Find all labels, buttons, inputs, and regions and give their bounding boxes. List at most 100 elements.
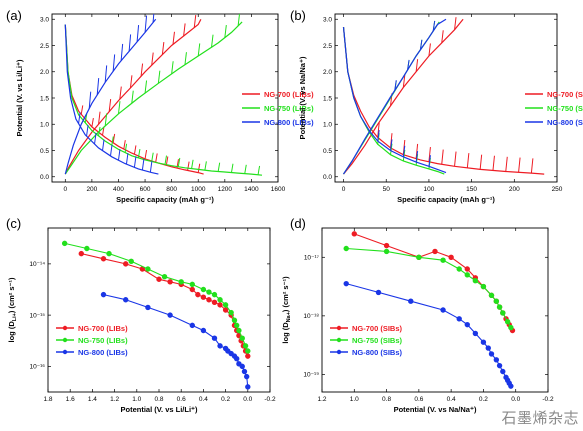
relaxation-spike xyxy=(197,163,201,173)
data-point xyxy=(217,297,223,303)
x-tick-label: 1.0 xyxy=(350,396,359,403)
y-tick-label: 2.5 xyxy=(323,43,332,50)
x-tick-label: 1.2 xyxy=(110,396,119,403)
relaxation-spike xyxy=(144,80,148,94)
series-line xyxy=(346,247,512,328)
relaxation-spike xyxy=(91,117,94,127)
relaxation-spike xyxy=(390,139,393,151)
relaxation-spike xyxy=(86,124,89,137)
y-tick-label: 2.5 xyxy=(40,43,49,50)
data-point xyxy=(236,327,242,334)
data-point xyxy=(106,250,112,257)
relaxation-spike xyxy=(428,43,431,57)
relaxation-spike xyxy=(419,39,423,50)
data-point xyxy=(245,384,251,390)
relaxation-spike xyxy=(415,59,419,72)
data-point xyxy=(456,266,462,272)
data-point xyxy=(234,322,240,329)
x-tick-label: 1.0 xyxy=(132,396,141,403)
data-point xyxy=(472,330,479,337)
data-point xyxy=(222,302,229,308)
legend-entry: NG-700 (SIBs) xyxy=(525,90,583,99)
x-tick-label: 400 xyxy=(113,186,124,193)
legend-entry: NG-700 (SIBs) xyxy=(330,324,403,333)
y-axis-title: Potential (V. vs Li/Li⁺) xyxy=(15,59,24,137)
relaxation-spike xyxy=(183,23,186,37)
legend-label: NG-800 (SIBs) xyxy=(547,118,583,127)
data-point xyxy=(496,304,503,310)
data-point xyxy=(245,353,251,359)
y-tick-label: 10⁻¹⁵ xyxy=(29,312,45,319)
chart-panel-c: 1.8 1.6 1.4 1.2 1.0 0.8 0.6 0.4 0.2 0.0 -0.2 10⁻¹⁴ 1… xyxy=(6,216,276,414)
legend-label: NG-800 (LIBs) xyxy=(264,118,314,127)
data-point xyxy=(504,319,511,325)
relaxation-spike xyxy=(394,80,397,91)
x-tick-label: 100 xyxy=(423,186,434,193)
data-point xyxy=(156,276,162,282)
relaxation-spike xyxy=(197,43,201,57)
data-point xyxy=(200,327,207,334)
data-point xyxy=(217,302,223,308)
data-point xyxy=(464,266,470,272)
legend-label: NG-700 (LIBs) xyxy=(264,90,314,99)
relaxation-spike xyxy=(530,158,534,174)
series-line xyxy=(354,233,513,331)
data-point xyxy=(464,321,470,328)
data-point xyxy=(145,266,151,272)
data-point xyxy=(416,254,422,260)
relaxation-spike xyxy=(257,165,261,175)
relaxation-spike xyxy=(144,149,148,159)
series-line-discharge xyxy=(64,24,159,175)
data-point xyxy=(61,240,68,247)
relaxation-spike xyxy=(165,156,169,166)
x-tick-label: 200 xyxy=(509,186,520,193)
relaxation-spike xyxy=(96,78,100,95)
x-tick-label: 0.4 xyxy=(447,396,456,403)
relaxation-spike xyxy=(84,113,88,123)
relaxation-spike xyxy=(466,153,470,168)
data-point xyxy=(243,373,250,380)
data-point xyxy=(500,310,506,316)
data-point xyxy=(472,278,479,284)
data-point xyxy=(343,245,349,252)
relaxation-spike xyxy=(98,126,101,136)
data-point xyxy=(200,294,207,300)
x-tick-label: 0.2 xyxy=(221,396,230,403)
relaxation-spike xyxy=(141,158,145,171)
y-tick-label: 0.0 xyxy=(323,174,332,181)
legend-label: NG-750 (LIBs) xyxy=(264,104,314,113)
legend-entry: NG-800 (SIBs) xyxy=(330,348,403,357)
data-point xyxy=(217,343,223,349)
relaxation-spike xyxy=(390,143,393,155)
relaxation-spike xyxy=(149,161,153,173)
data-point xyxy=(242,343,249,349)
y-tick-label: 1.5 xyxy=(40,95,49,102)
relaxation-spike xyxy=(402,145,406,157)
panel-label: (c) xyxy=(6,216,21,231)
x-tick-label: 0.2 xyxy=(479,396,488,403)
data-point xyxy=(211,335,218,341)
data-point xyxy=(239,363,245,370)
relaxation-spike xyxy=(204,161,207,171)
data-point xyxy=(440,307,446,313)
series-line-charge xyxy=(64,18,157,175)
relaxation-spike xyxy=(151,152,154,162)
legend-label: NG-800 (LIBs) xyxy=(78,348,128,357)
x-tick-label: 1400 xyxy=(244,186,259,193)
relaxation-spike xyxy=(112,133,116,143)
x-tick-label: 0.0 xyxy=(511,396,520,403)
chart-panel-a: 0 200 400 600 800 1000 1200 1400 1600 0.0 0.5 1.0 1.… xyxy=(6,8,314,204)
data-point xyxy=(145,304,151,311)
legend-label: NG-700 (SIBs) xyxy=(352,324,403,333)
watermark-text: 石墨烯杂志 xyxy=(501,409,579,427)
x-tick-label: 0.8 xyxy=(382,396,391,403)
relaxation-spike xyxy=(108,98,112,112)
relaxation-spike xyxy=(125,153,129,165)
data-point xyxy=(100,291,107,298)
y-tick-label: 10⁻¹⁹ xyxy=(303,372,319,379)
legend-label: NG-750 (SIBs) xyxy=(547,104,583,113)
plot-area xyxy=(64,14,263,176)
relaxation-spike xyxy=(377,129,380,142)
x-tick-label: 150 xyxy=(466,186,477,193)
x-axis-title: Specific capacity (mAh g⁻¹) xyxy=(397,195,495,204)
